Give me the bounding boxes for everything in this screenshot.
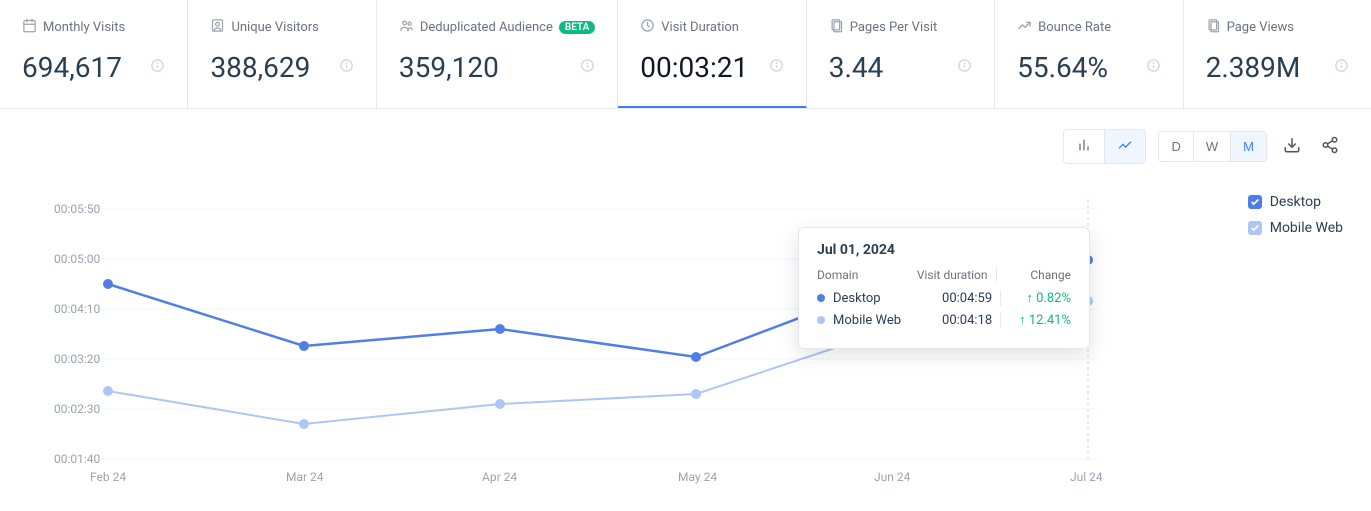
chart-tooltip: Jul 01, 2024 Domain Visit duration Chang…: [798, 227, 1090, 349]
user-icon: [210, 18, 225, 37]
x-axis-label: Feb 24: [90, 470, 126, 484]
y-axis-label: 00:03:20: [54, 352, 101, 366]
x-axis-label: Jun 24: [874, 470, 911, 484]
metric-label: Bounce Rate: [1038, 20, 1111, 35]
x-axis-label: Apr 24: [482, 470, 517, 484]
tooltip-header-duration: Visit duration: [914, 268, 988, 282]
time-range-toggle: DWM: [1158, 131, 1267, 162]
line-view-button[interactable]: [1105, 130, 1145, 163]
legend-label: Desktop: [1270, 194, 1321, 210]
metric-value: 694,617: [22, 51, 122, 84]
download-icon: [1283, 136, 1301, 154]
download-button[interactable]: [1279, 132, 1305, 161]
metric-value: 3.44: [829, 51, 884, 84]
share-button[interactable]: [1317, 132, 1343, 161]
metric-label: Visit Duration: [661, 20, 739, 35]
legend-item-desktop[interactable]: Desktop: [1248, 194, 1343, 210]
info-icon[interactable]: [1334, 58, 1349, 77]
tooltip-series-duration: 00:04:59: [923, 291, 992, 306]
x-axis-label: Jul 24: [1070, 470, 1103, 484]
info-icon[interactable]: [580, 58, 595, 77]
chart-area: DWM Desktop Mobile Web 00:01:4000:02:300…: [0, 109, 1371, 511]
info-icon[interactable]: [150, 58, 165, 77]
y-axis-label: 00:01:40: [54, 452, 101, 466]
info-icon[interactable]: [957, 58, 972, 77]
legend-label: Mobile Web: [1270, 220, 1343, 236]
series-point[interactable]: [103, 279, 113, 289]
metric-value: 2.389M: [1206, 51, 1301, 84]
tooltip-date: Jul 01, 2024: [817, 242, 1071, 258]
tooltip-series-label: Desktop: [833, 291, 915, 306]
x-axis-label: Mar 24: [286, 470, 324, 484]
metric-value: 00:03:21: [640, 51, 748, 84]
y-axis-label: 00:04:10: [54, 302, 101, 316]
chart-type-toggle: [1063, 129, 1146, 164]
info-icon[interactable]: [1146, 58, 1161, 77]
checkbox-icon: [1248, 221, 1262, 235]
series-dot-icon: [817, 316, 825, 324]
tooltip-row: Desktop 00:04:59 ↑ 0.82%: [817, 290, 1071, 306]
metric-card-dedup_audience[interactable]: Deduplicated Audience BETA 359,120: [377, 0, 618, 108]
range-M-button[interactable]: M: [1231, 132, 1266, 161]
calendar-icon: [22, 18, 37, 37]
metric-label: Unique Visitors: [231, 20, 318, 35]
share-icon: [1321, 136, 1339, 154]
beta-badge: BETA: [559, 21, 595, 34]
range-W-button[interactable]: W: [1194, 132, 1231, 161]
metric-card-page_views[interactable]: Page Views 2.389M: [1184, 0, 1371, 108]
bounce-icon: [1017, 18, 1032, 37]
metric-card-visit_duration[interactable]: Visit Duration 00:03:21: [618, 0, 806, 108]
x-axis-label: May 24: [678, 470, 717, 484]
y-axis-label: 00:02:30: [54, 402, 101, 416]
tooltip-series-change: ↑ 12.41%: [1000, 312, 1071, 328]
series-dot-icon: [817, 294, 825, 302]
metric-label: Page Views: [1227, 20, 1294, 35]
metric-label: Monthly Visits: [43, 20, 125, 35]
metric-card-monthly_visits[interactable]: Monthly Visits 694,617: [0, 0, 188, 108]
tooltip-header-domain: Domain: [817, 268, 906, 282]
series-point[interactable]: [691, 352, 701, 362]
metric-card-pages_per_visit[interactable]: Pages Per Visit 3.44: [807, 0, 995, 108]
info-icon[interactable]: [769, 58, 784, 77]
users-icon: [399, 18, 414, 37]
tooltip-series-label: Mobile Web: [833, 313, 915, 328]
metric-card-bounce_rate[interactable]: Bounce Rate 55.64%: [995, 0, 1183, 108]
series-point[interactable]: [495, 324, 505, 334]
line-chart-icon: [1117, 141, 1133, 156]
chart-legend: Desktop Mobile Web: [1248, 194, 1343, 236]
series-point[interactable]: [103, 386, 113, 396]
tooltip-series-duration: 00:04:18: [923, 313, 992, 328]
y-axis-label: 00:05:50: [54, 202, 101, 216]
metric-value: 359,120: [399, 51, 499, 84]
bar-view-button[interactable]: [1064, 130, 1105, 163]
series-point[interactable]: [299, 419, 309, 429]
bar-chart-icon: [1076, 141, 1092, 156]
chart-canvas: 00:01:40 00:02:30 00:03:20 00:04:10 00:05:00…: [28, 169, 1118, 499]
tooltip-row: Mobile Web 00:04:18 ↑ 12.41%: [817, 312, 1071, 328]
pages-icon: [1206, 18, 1221, 37]
y-axis-label: 00:05:00: [54, 252, 101, 266]
chart-toolbar: DWM: [1063, 129, 1343, 164]
metric-value: 55.64%: [1017, 51, 1108, 84]
metrics-row: Monthly Visits 694,617 Unique Visitors 3…: [0, 0, 1371, 109]
checkbox-icon: [1248, 195, 1262, 209]
tooltip-series-change: ↑ 0.82%: [1000, 290, 1071, 306]
range-D-button[interactable]: D: [1159, 132, 1193, 161]
metric-card-unique_visitors[interactable]: Unique Visitors 388,629: [188, 0, 376, 108]
metric-label: Pages Per Visit: [850, 20, 938, 35]
metric-value: 388,629: [210, 51, 310, 84]
tooltip-header-change: Change: [996, 268, 1071, 282]
series-point[interactable]: [691, 389, 701, 399]
pages-icon: [829, 18, 844, 37]
legend-item-mobile-web[interactable]: Mobile Web: [1248, 220, 1343, 236]
series-point[interactable]: [299, 341, 309, 351]
metric-label: Deduplicated Audience: [420, 20, 553, 35]
series-point[interactable]: [495, 399, 505, 409]
info-icon[interactable]: [339, 58, 354, 77]
clock-icon: [640, 18, 655, 37]
